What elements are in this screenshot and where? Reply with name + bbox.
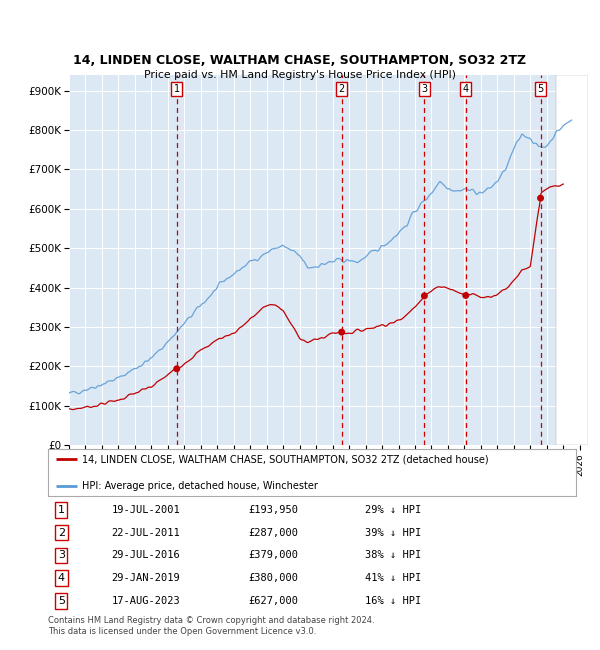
Point: [419, 291, 429, 301]
Text: 29-JUL-2016: 29-JUL-2016: [112, 551, 180, 560]
Text: 1: 1: [58, 505, 65, 515]
Text: £287,000: £287,000: [248, 528, 299, 538]
Text: £193,950: £193,950: [248, 505, 299, 515]
Text: 41% ↓ HPI: 41% ↓ HPI: [365, 573, 421, 583]
Text: 19-JUL-2001: 19-JUL-2001: [112, 505, 180, 515]
Text: 29% ↓ HPI: 29% ↓ HPI: [365, 505, 421, 515]
Text: 39% ↓ HPI: 39% ↓ HPI: [365, 528, 421, 538]
Text: £379,000: £379,000: [248, 551, 299, 560]
Text: 4: 4: [58, 573, 65, 583]
Text: 2: 2: [58, 528, 65, 538]
Text: Price paid vs. HM Land Registry's House Price Index (HPI): Price paid vs. HM Land Registry's House …: [144, 70, 456, 80]
Text: 29-JAN-2019: 29-JAN-2019: [112, 573, 180, 583]
Text: 3: 3: [421, 84, 427, 94]
Point: [461, 291, 470, 301]
Text: £627,000: £627,000: [248, 596, 299, 606]
Text: 22-JUL-2011: 22-JUL-2011: [112, 528, 180, 538]
Text: 17-AUG-2023: 17-AUG-2023: [112, 596, 180, 606]
Text: 2: 2: [338, 84, 345, 94]
Point: [172, 363, 182, 374]
Text: Contains HM Land Registry data © Crown copyright and database right 2024.
This d: Contains HM Land Registry data © Crown c…: [48, 616, 374, 636]
Text: 14, LINDEN CLOSE, WALTHAM CHASE, SOUTHAMPTON, SO32 2TZ: 14, LINDEN CLOSE, WALTHAM CHASE, SOUTHAM…: [73, 54, 527, 67]
Bar: [556, 75, 588, 445]
Text: £380,000: £380,000: [248, 573, 299, 583]
Text: 16% ↓ HPI: 16% ↓ HPI: [365, 596, 421, 606]
Text: 14, LINDEN CLOSE, WALTHAM CHASE, SOUTHAMPTON, SO32 2TZ (detached house): 14, LINDEN CLOSE, WALTHAM CHASE, SOUTHAM…: [82, 454, 489, 465]
Bar: [556, 75, 588, 445]
Point: [536, 193, 545, 203]
Text: HPI: Average price, detached house, Winchester: HPI: Average price, detached house, Winc…: [82, 480, 318, 491]
Point: [337, 327, 346, 337]
Text: 5: 5: [58, 596, 65, 606]
Text: 3: 3: [58, 551, 65, 560]
Text: 4: 4: [463, 84, 469, 94]
Text: 5: 5: [538, 84, 544, 94]
Text: 38% ↓ HPI: 38% ↓ HPI: [365, 551, 421, 560]
Text: 1: 1: [173, 84, 180, 94]
